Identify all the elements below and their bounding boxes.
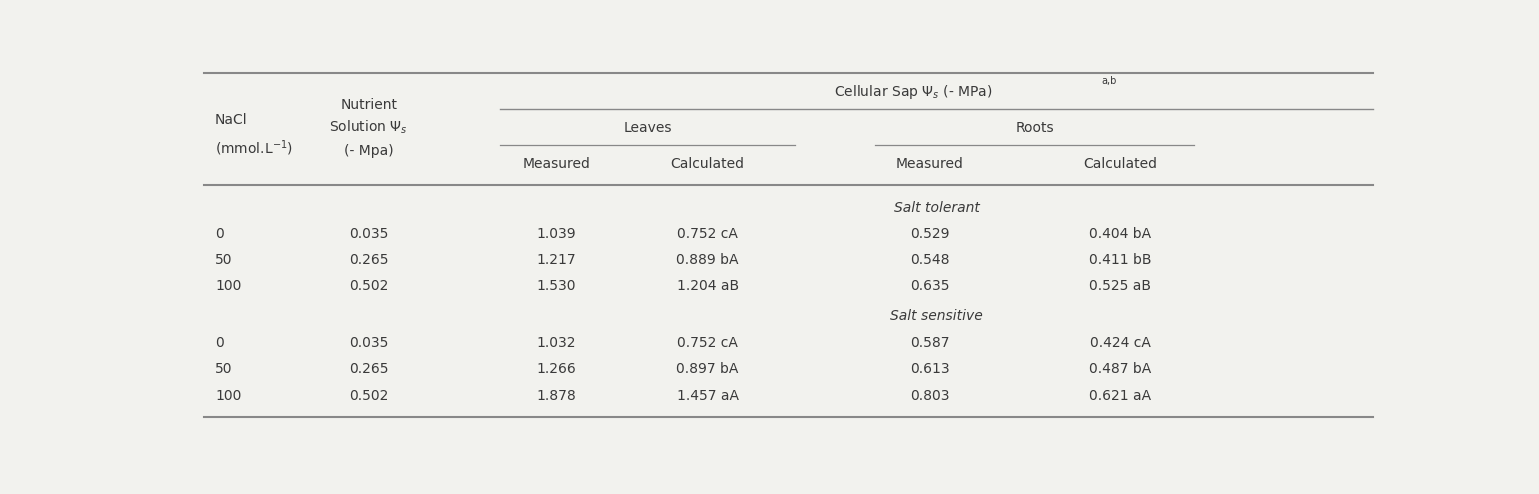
Text: 1.039: 1.039 (537, 227, 576, 241)
Text: Measured: Measured (522, 157, 589, 171)
Text: 0.587: 0.587 (910, 335, 950, 350)
Text: 1.032: 1.032 (537, 335, 576, 350)
Text: Nutrient: Nutrient (340, 98, 397, 112)
Text: 0.889 bA: 0.889 bA (676, 253, 739, 267)
Text: 0.752 cA: 0.752 cA (677, 227, 739, 241)
Text: 0: 0 (215, 335, 223, 350)
Text: Leaves: Leaves (623, 121, 671, 135)
Text: 0.621 aA: 0.621 aA (1090, 389, 1151, 403)
Text: 1.878: 1.878 (536, 389, 576, 403)
Text: Roots: Roots (1016, 121, 1054, 135)
Text: NaCl: NaCl (215, 113, 248, 127)
Text: Calculated: Calculated (1083, 157, 1157, 171)
Text: (- Mpa): (- Mpa) (345, 144, 394, 158)
Text: a,b: a,b (1102, 76, 1117, 86)
Text: 0.035: 0.035 (349, 335, 388, 350)
Text: 0.897 bA: 0.897 bA (677, 362, 739, 376)
Text: 0.265: 0.265 (349, 362, 389, 376)
Text: 0.613: 0.613 (910, 362, 950, 376)
Text: 0.502: 0.502 (349, 279, 388, 293)
Text: 1.217: 1.217 (537, 253, 576, 267)
Text: Calculated: Calculated (671, 157, 745, 171)
Text: (mmol.L$^{-1}$): (mmol.L$^{-1}$) (215, 139, 292, 159)
Text: Salt sensitive: Salt sensitive (890, 309, 983, 323)
Text: 1.457 aA: 1.457 aA (677, 389, 739, 403)
Text: 50: 50 (215, 253, 232, 267)
Text: Cellular Sap $\mathit{\Psi}_s$ (- MPa): Cellular Sap $\mathit{\Psi}_s$ (- MPa) (834, 82, 993, 101)
Text: 0.529: 0.529 (910, 227, 950, 241)
Text: 0.502: 0.502 (349, 389, 388, 403)
Text: 50: 50 (215, 362, 232, 376)
Text: 0.035: 0.035 (349, 227, 388, 241)
Text: 100: 100 (215, 279, 242, 293)
Text: 0.635: 0.635 (910, 279, 950, 293)
Text: 0.424 cA: 0.424 cA (1090, 335, 1151, 350)
Text: 0.404 bA: 0.404 bA (1090, 227, 1151, 241)
Text: 1.204 aB: 1.204 aB (677, 279, 739, 293)
Text: 0.265: 0.265 (349, 253, 389, 267)
Text: 0: 0 (215, 227, 223, 241)
Text: Solution $\mathit{\Psi}_s$: Solution $\mathit{\Psi}_s$ (329, 119, 408, 136)
Text: 0.803: 0.803 (910, 389, 950, 403)
Text: 0.411 bB: 0.411 bB (1090, 253, 1151, 267)
Text: 1.530: 1.530 (537, 279, 576, 293)
Text: Salt tolerant: Salt tolerant (894, 201, 979, 214)
Text: Measured: Measured (896, 157, 963, 171)
Text: 1.266: 1.266 (536, 362, 576, 376)
Text: 0.487 bA: 0.487 bA (1090, 362, 1151, 376)
Text: 0.752 cA: 0.752 cA (677, 335, 739, 350)
Text: 100: 100 (215, 389, 242, 403)
Text: 0.525 aB: 0.525 aB (1090, 279, 1151, 293)
Text: 0.548: 0.548 (910, 253, 950, 267)
